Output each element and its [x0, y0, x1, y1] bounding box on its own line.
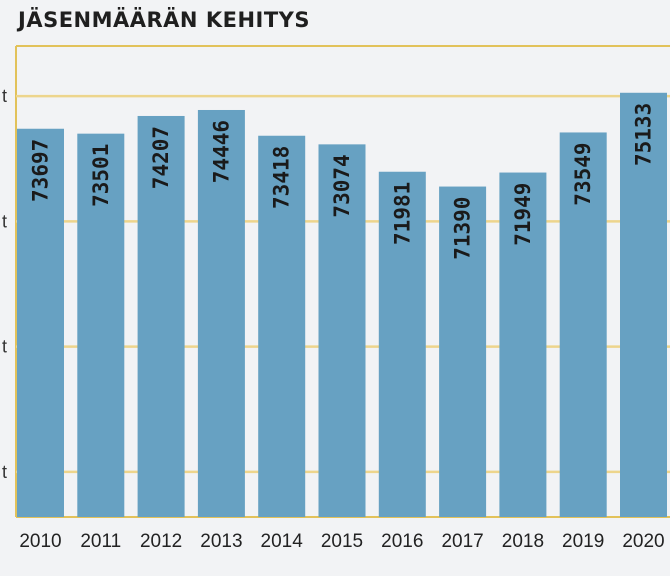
data-label-2020: 75133	[632, 103, 656, 166]
y-tick-label: t	[2, 462, 7, 482]
bar-2013	[197, 109, 245, 518]
data-label-2019: 73549	[571, 142, 595, 205]
data-labels-layer: 73697 73501 74207 74446 73418 73074 71981 71390…	[29, 103, 656, 260]
x-tick-label-2019: 2019	[562, 531, 604, 552]
data-label-2011: 73501	[89, 144, 113, 207]
bar-2015	[318, 144, 366, 517]
bar-2010	[17, 128, 64, 518]
chart-title: JÄSENMÄÄRÄN KEHITYS	[18, 8, 310, 32]
x-tick-label-2011: 2011	[80, 531, 121, 552]
data-label-2013: 74446	[209, 120, 233, 183]
y-tick-label: t	[2, 211, 7, 231]
x-tick-label-2020: 2020	[622, 531, 664, 552]
data-label-2017: 71390	[451, 197, 475, 260]
data-label-2015: 73074	[330, 154, 354, 217]
bar-2018	[499, 172, 547, 517]
data-label-2018: 71949	[511, 183, 535, 246]
axis-ticks-layer: t t t t 2010 2011 2012 2013 2014 2015 2016 2017 2018…	[2, 86, 665, 552]
x-tick-label-2010: 2010	[19, 531, 61, 552]
x-tick-label-2014: 2014	[261, 531, 304, 552]
bar-2012	[137, 115, 185, 517]
bar-2017	[439, 186, 487, 517]
bar-2011	[77, 133, 125, 517]
x-tick-label-2018: 2018	[502, 531, 544, 552]
y-tick-label: t	[2, 337, 7, 357]
bar-2019	[559, 132, 607, 517]
bars-layer	[17, 92, 667, 518]
data-label-2012: 74207	[149, 126, 173, 189]
bar-2016	[378, 171, 426, 517]
data-label-2014: 73418	[270, 146, 294, 209]
data-label-2016: 71981	[390, 182, 414, 245]
x-tick-label-2012: 2012	[140, 531, 182, 552]
bar-2014	[258, 135, 306, 517]
x-tick-label-2013: 2013	[200, 531, 242, 552]
x-tick-label-2017: 2017	[441, 531, 483, 552]
x-tick-label-2015: 2015	[321, 531, 363, 552]
y-tick-label: t	[2, 86, 7, 106]
data-label-2010: 73697	[29, 139, 53, 202]
bar-2020	[620, 92, 667, 518]
x-tick-label-2016: 2016	[381, 531, 423, 552]
